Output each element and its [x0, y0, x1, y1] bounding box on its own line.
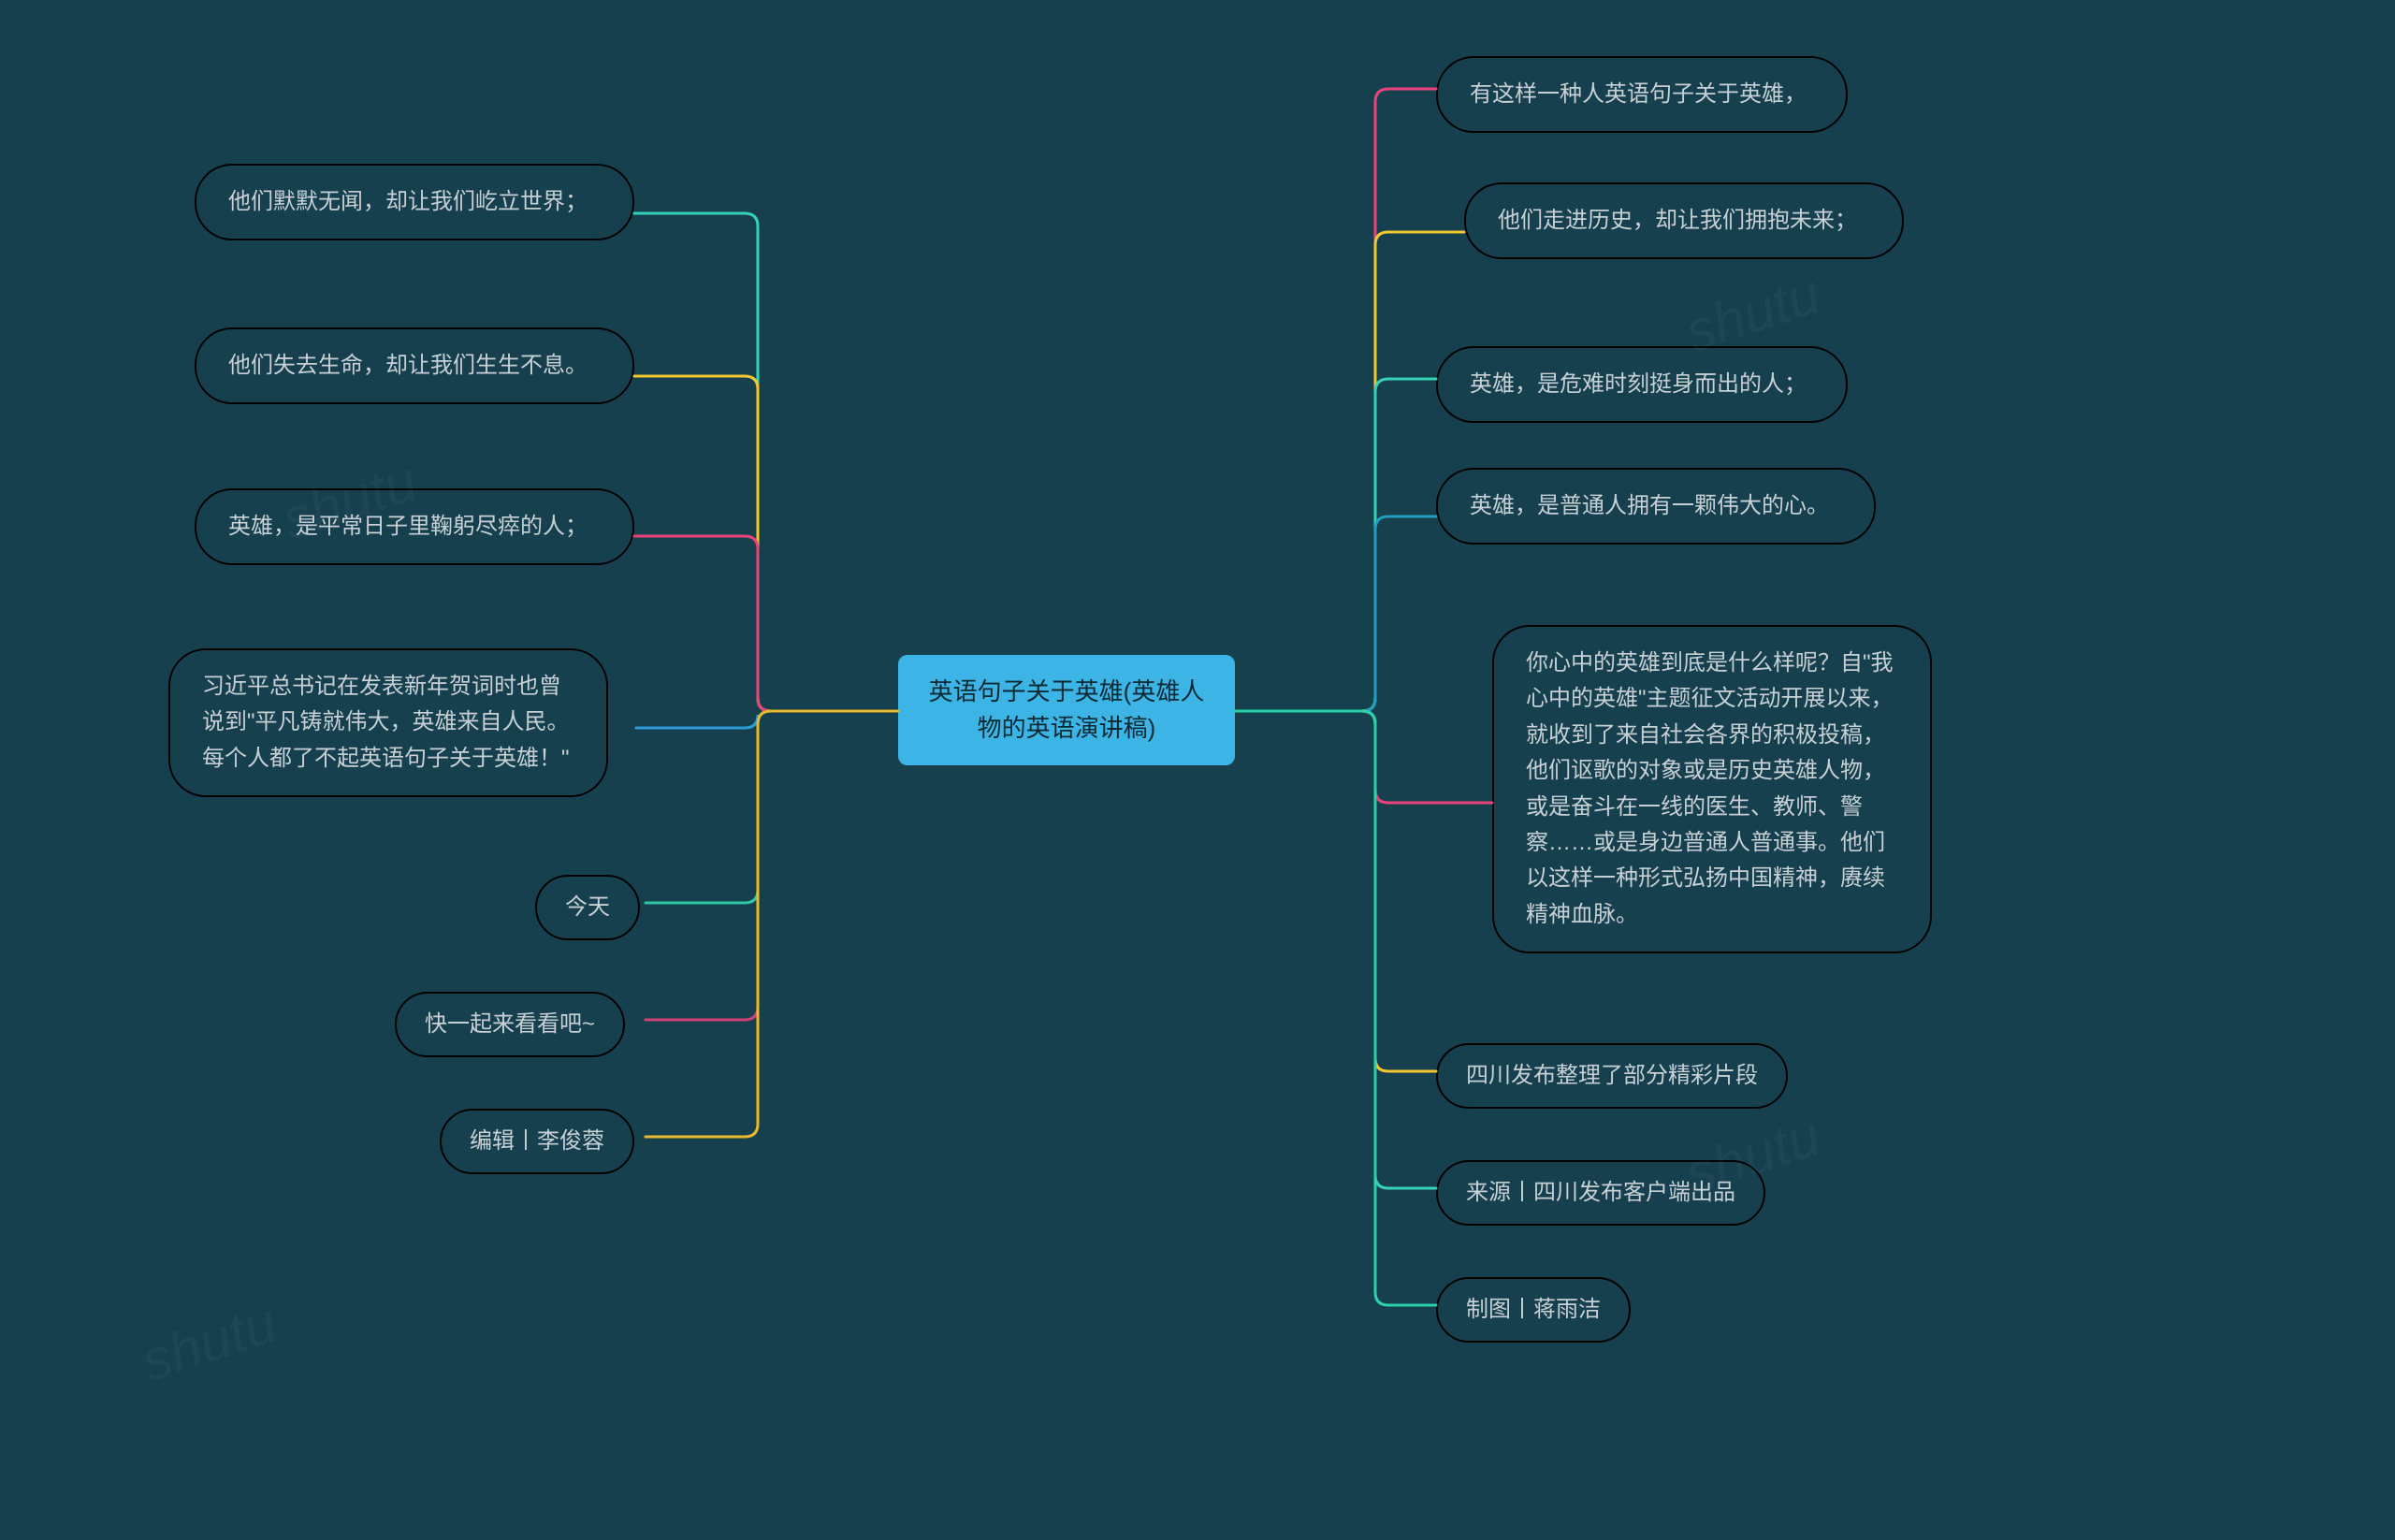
left-node-2: 他们失去生命，却让我们生生不息。 [195, 327, 634, 404]
left-node-6: 快一起来看看吧~ [395, 992, 625, 1057]
left-node-7: 编辑丨李俊蓉 [440, 1109, 634, 1174]
right-node-8: 制图丨蒋雨洁 [1436, 1277, 1631, 1343]
right-node-5: 你心中的英雄到底是什么样呢？自"我心中的英雄"主题征文活动开展以来，就收到了来自… [1492, 625, 1932, 953]
watermark: shutu [134, 1290, 284, 1394]
right-node-7: 来源丨四川发布客户端出品 [1436, 1160, 1765, 1226]
right-node-3: 英雄，是危难时刻挺身而出的人； [1436, 346, 1848, 423]
left-node-5: 今天 [535, 875, 640, 940]
right-node-2: 他们走进历史，却让我们拥抱未来； [1464, 182, 1904, 259]
right-node-4: 英雄，是普通人拥有一颗伟大的心。 [1436, 468, 1876, 545]
right-node-6: 四川发布整理了部分精彩片段 [1436, 1043, 1788, 1109]
left-node-1: 他们默默无闻，却让我们屹立世界； [195, 164, 634, 240]
right-node-1: 有这样一种人英语句子关于英雄， [1436, 56, 1848, 133]
left-node-4: 习近平总书记在发表新年贺词时也曾说到"平凡铸就伟大，英雄来自人民。每个人都了不起… [168, 648, 608, 797]
center-topic: 英语句子关于英雄(英雄人物的英语演讲稿) [898, 655, 1235, 765]
left-node-3: 英雄，是平常日子里鞠躬尽瘁的人； [195, 488, 634, 565]
